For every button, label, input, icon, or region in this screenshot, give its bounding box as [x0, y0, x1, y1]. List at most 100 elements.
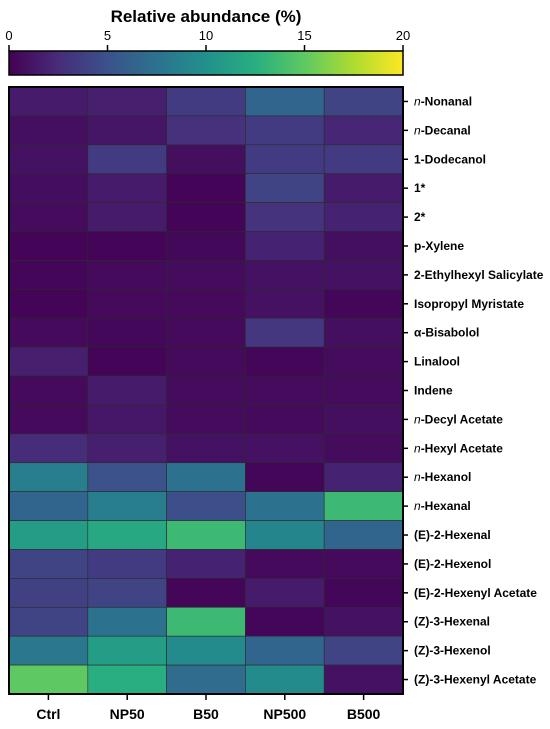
heatmap-cell [245, 462, 325, 492]
heatmap-cell [323, 549, 404, 579]
row-label: 2* [414, 210, 426, 224]
heatmap-cell [245, 606, 325, 637]
row-label: (Z)-3-Hexenyl Acetate [414, 673, 537, 687]
heatmap-cell [323, 635, 404, 666]
heatmap-cell [8, 115, 89, 146]
heatmap-cell [245, 115, 325, 146]
heatmap-cell [323, 404, 404, 435]
row-label: n-Decyl Acetate [414, 412, 503, 426]
heatmap-cell [166, 115, 246, 146]
column-label: B50 [193, 706, 219, 722]
row-label: (E)-2-Hexenal [414, 528, 491, 542]
row-label: n-Hexanol [414, 470, 471, 484]
heatmap-cell [8, 202, 89, 232]
heatmap-cell [323, 346, 404, 377]
heatmap-cell [87, 202, 167, 232]
heatmap-cell [8, 664, 89, 695]
row-label: (E)-2-Hexenyl Acetate [414, 586, 537, 600]
heatmap-cell [87, 86, 167, 117]
heatmap-cell [8, 86, 89, 117]
heatmap-cell [87, 635, 167, 666]
column-label: NP500 [263, 706, 306, 722]
heatmap-cell [8, 346, 89, 377]
row-label: (Z)-3-Hexenol [414, 644, 491, 658]
column-labels: Ctrl NP50 B50 NP500 B500 [36, 694, 381, 722]
heatmap-cell [323, 317, 404, 348]
heatmap-cell [166, 86, 246, 117]
row-label: p-Xylene [414, 239, 464, 253]
heatmap-cell [87, 606, 167, 637]
heatmap-cell [87, 578, 167, 608]
heatmap-cell [87, 346, 167, 377]
heatmap-cell [8, 606, 89, 637]
heatmap-cell [8, 433, 89, 464]
heatmap-cell [245, 549, 325, 579]
heatmap-cell [87, 404, 167, 435]
colorbar-tick-label: 10 [199, 28, 213, 43]
heatmap-cell [323, 491, 404, 521]
heatmap-cell [166, 578, 246, 608]
heatmap-cell [245, 491, 325, 521]
heatmap-cell [87, 173, 167, 203]
colorbar-tick-label: 5 [104, 28, 111, 43]
heatmap-cell [8, 317, 89, 348]
heatmap-cell [245, 433, 325, 464]
row-labels: n-Nonanal n-Decanal 1-Dodecanol 1* 2* p-Xylen… [403, 94, 544, 687]
colorbar-title: Relative abundance (%) [111, 7, 302, 26]
heatmap-cell [8, 289, 89, 319]
column-label: Ctrl [36, 706, 60, 722]
row-label: n-Decanal [414, 123, 471, 137]
heatmap-cell [323, 115, 404, 146]
colorbar-tick-label: 15 [297, 28, 311, 43]
heatmap-cell [8, 173, 89, 203]
row-label: Isopropyl Myristate [414, 297, 524, 311]
heatmap-cell [245, 260, 325, 290]
heatmap-cell [87, 462, 167, 492]
heatmap-cell [245, 144, 325, 175]
heatmap-cell [8, 404, 89, 435]
row-label: 1-Dodecanol [414, 152, 486, 166]
heatmap-cell [87, 317, 167, 348]
heatmap-cell [166, 491, 246, 521]
row-label: 2-Ethylhexyl Salicylate [414, 268, 544, 282]
heatmap-cell [87, 433, 167, 464]
heatmap-cell [323, 231, 404, 261]
column-label: NP50 [110, 706, 145, 722]
heatmap-cell [166, 635, 246, 666]
heatmap-cell [245, 202, 325, 232]
heatmap-cell [166, 433, 246, 464]
heatmap-cell [8, 491, 89, 521]
heatmap-cell [245, 346, 325, 377]
heatmap-cell [166, 317, 246, 348]
heatmap-cell [87, 664, 167, 695]
heatmap-cell [166, 462, 246, 492]
colorbar-ticks: 0 5 10 15 20 [5, 28, 410, 51]
heatmap-cell [245, 664, 325, 695]
heatmap-cell [8, 260, 89, 290]
colorbar [8, 50, 404, 76]
heatmap-cell [323, 260, 404, 290]
heatmap-cell [87, 115, 167, 146]
heatmap-cell [166, 231, 246, 261]
heatmap-cell [166, 664, 246, 695]
column-label: B500 [347, 706, 381, 722]
row-label: Indene [414, 384, 453, 398]
heatmap-cell [245, 635, 325, 666]
colorbar-tick-label: 0 [5, 28, 12, 43]
heatmap-cell [87, 491, 167, 521]
heatmap-cell [323, 664, 404, 695]
heatmap-cell [87, 375, 167, 406]
heatmap-cell [8, 144, 89, 175]
heatmap-cell [166, 404, 246, 435]
row-label: (Z)-3-Hexenal [414, 615, 490, 629]
heatmap-cell [323, 520, 404, 550]
heatmap-cell [166, 549, 246, 579]
row-label: n-Hexyl Acetate [414, 441, 503, 455]
heatmap-cell [166, 202, 246, 232]
row-label: (E)-2-Hexenol [414, 557, 491, 571]
heatmap-cell [323, 173, 404, 203]
heatmap-cell [87, 289, 167, 319]
heatmap-cell [87, 549, 167, 579]
row-label: n-Nonanal [414, 94, 472, 108]
heatmap-cell [245, 404, 325, 435]
